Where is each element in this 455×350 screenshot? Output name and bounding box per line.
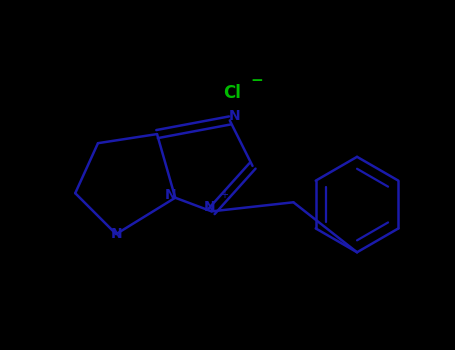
Text: Cl: Cl [223,84,241,102]
Text: +: + [220,190,228,201]
Text: N: N [203,200,215,214]
Text: N: N [165,188,177,202]
Text: N: N [110,227,122,241]
Text: −: − [251,73,263,88]
Text: N: N [228,109,240,123]
